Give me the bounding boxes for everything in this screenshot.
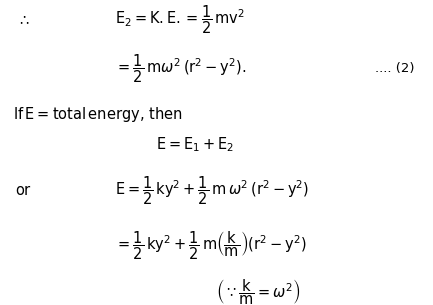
Text: $= \dfrac{1}{2}\,\mathrm{m}\omega^2\,(\mathrm{r}^2 - \mathrm{y}^2).$: $= \dfrac{1}{2}\,\mathrm{m}\omega^2\,(\m… [115,52,246,85]
Text: $\mathrm{E} = \dfrac{1}{2}\,\mathrm{ky}^2 + \dfrac{1}{2}\,\mathrm{m}\,\omega^2\,: $\mathrm{E} = \dfrac{1}{2}\,\mathrm{ky}^… [115,174,309,207]
Text: $\mathrm{or}$: $\mathrm{or}$ [15,183,32,198]
Text: $\mathrm{E_2 = K.E.} = \dfrac{1}{2}\,\mathrm{mv^2}$: $\mathrm{E_2 = K.E.} = \dfrac{1}{2}\,\ma… [115,4,245,36]
Text: $\therefore$: $\therefore$ [17,12,31,27]
Text: .... (2): .... (2) [375,62,414,75]
Text: $\mathrm{If\, E = total\, energy,\, then}$: $\mathrm{If\, E = total\, energy,\, then… [13,105,183,124]
Text: $\mathrm{E} = \mathrm{E_1} + \mathrm{E_2}$: $\mathrm{E} = \mathrm{E_1} + \mathrm{E_2… [156,135,234,154]
Text: $= \dfrac{1}{2}\,\mathrm{ky}^2 + \dfrac{1}{2}\,\mathrm{m}\left(\dfrac{\mathrm{k}: $= \dfrac{1}{2}\,\mathrm{ky}^2 + \dfrac{… [115,229,307,262]
Text: $\left(\because \dfrac{\mathrm{k}}{\mathrm{m}} = \omega^2\right)$: $\left(\because \dfrac{\mathrm{k}}{\math… [216,278,301,305]
